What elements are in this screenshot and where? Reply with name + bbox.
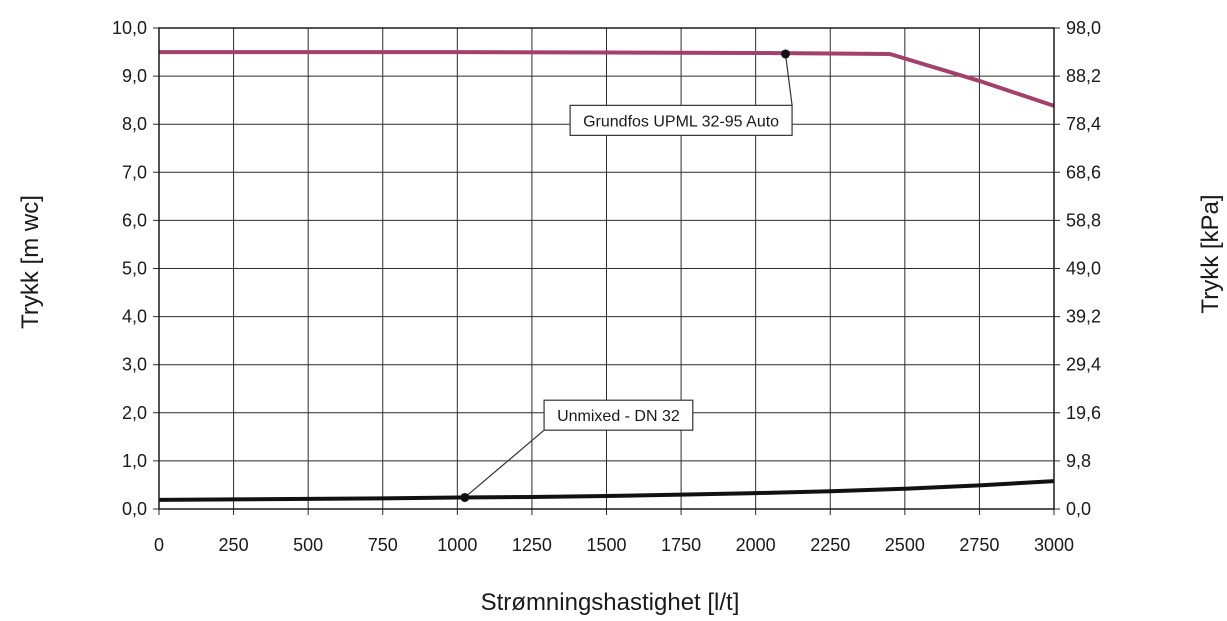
x-tick-label: 2000 — [736, 535, 776, 555]
x-axis-title: Strømningshastighet [l/t] — [481, 589, 740, 616]
y-tick-label: 8,0 — [122, 114, 147, 134]
x-tick-label: 1500 — [586, 535, 626, 555]
y-tick-label: 9,0 — [122, 66, 147, 86]
callout-leader — [784, 53, 793, 106]
callout-box — [569, 104, 793, 136]
x-tick-label: 1000 — [437, 535, 477, 555]
grid — [153, 27, 1060, 515]
y2-tick-label: 78,4 — [1066, 114, 1101, 134]
y2-tick-label: 0,0 — [1066, 499, 1091, 519]
y2-axis-title: Trykk [kPa] — [1197, 194, 1224, 313]
y2-tick-label: 58,8 — [1066, 210, 1101, 230]
x-tick-label: 2750 — [959, 535, 999, 555]
plot-frame — [158, 27, 1055, 510]
callout-marker — [460, 492, 470, 502]
y-tick-label: 1,0 — [122, 451, 147, 471]
series-callout: Unmixed - DN 32 — [460, 399, 694, 502]
y2-tick-label: 19,6 — [1066, 403, 1101, 423]
x-tick-label: 1750 — [661, 535, 701, 555]
y-tick-label: 2,0 — [122, 403, 147, 423]
y2-tick-label: 9,8 — [1066, 451, 1091, 471]
callout-label: Grundfos UPML 32-95 Auto — [583, 113, 779, 130]
callouts: Grundfos UPML 32-95 Auto Unmixed - DN 32 — [460, 49, 793, 502]
x-tick-label: 250 — [219, 535, 249, 555]
callout-marker — [781, 49, 790, 59]
y2-tick-label: 39,2 — [1066, 307, 1101, 327]
callout-leader — [464, 429, 545, 498]
y-tick-label: 4,0 — [122, 307, 147, 327]
x-tick-label: 1250 — [512, 535, 552, 555]
y2-tick-label: 98,0 — [1066, 18, 1101, 38]
x-tick-label: 3000 — [1034, 535, 1074, 555]
series-lines — [158, 50, 1055, 502]
y2-tick-label: 68,6 — [1066, 162, 1101, 182]
y2-tick-label: 88,2 — [1066, 66, 1101, 86]
x-tick-label: 2250 — [810, 535, 850, 555]
x-tick-label: 0 — [154, 535, 164, 555]
y-axis-title: Trykk [m wc] — [17, 195, 44, 329]
y-tick-label: 5,0 — [122, 259, 147, 279]
y2-tick-label: 49,0 — [1066, 259, 1101, 279]
callout-label: Unmixed - DN 32 — [557, 408, 680, 425]
x-tick-label: 2500 — [885, 535, 925, 555]
series-callout: Grundfos UPML 32-95 Auto — [569, 49, 793, 136]
x-tick-label: 750 — [368, 535, 398, 555]
plot-border — [158, 27, 1055, 510]
callout-box — [543, 399, 694, 431]
y-tick-label: 6,0 — [122, 210, 147, 230]
y-tick-label: 0,0 — [122, 499, 147, 519]
series-line — [159, 50, 1055, 108]
series-line — [158, 479, 1055, 502]
y-tick-label: 3,0 — [122, 355, 147, 375]
y2-tick-label: 29,4 — [1066, 355, 1101, 375]
tick-labels: 0 250 500 750 1000 1250 1500 1750 2000 2250 2500 27… — [112, 18, 1101, 555]
y-tick-label: 10,0 — [112, 18, 147, 38]
x-tick-label: 500 — [293, 535, 323, 555]
y-tick-label: 7,0 — [122, 162, 147, 182]
